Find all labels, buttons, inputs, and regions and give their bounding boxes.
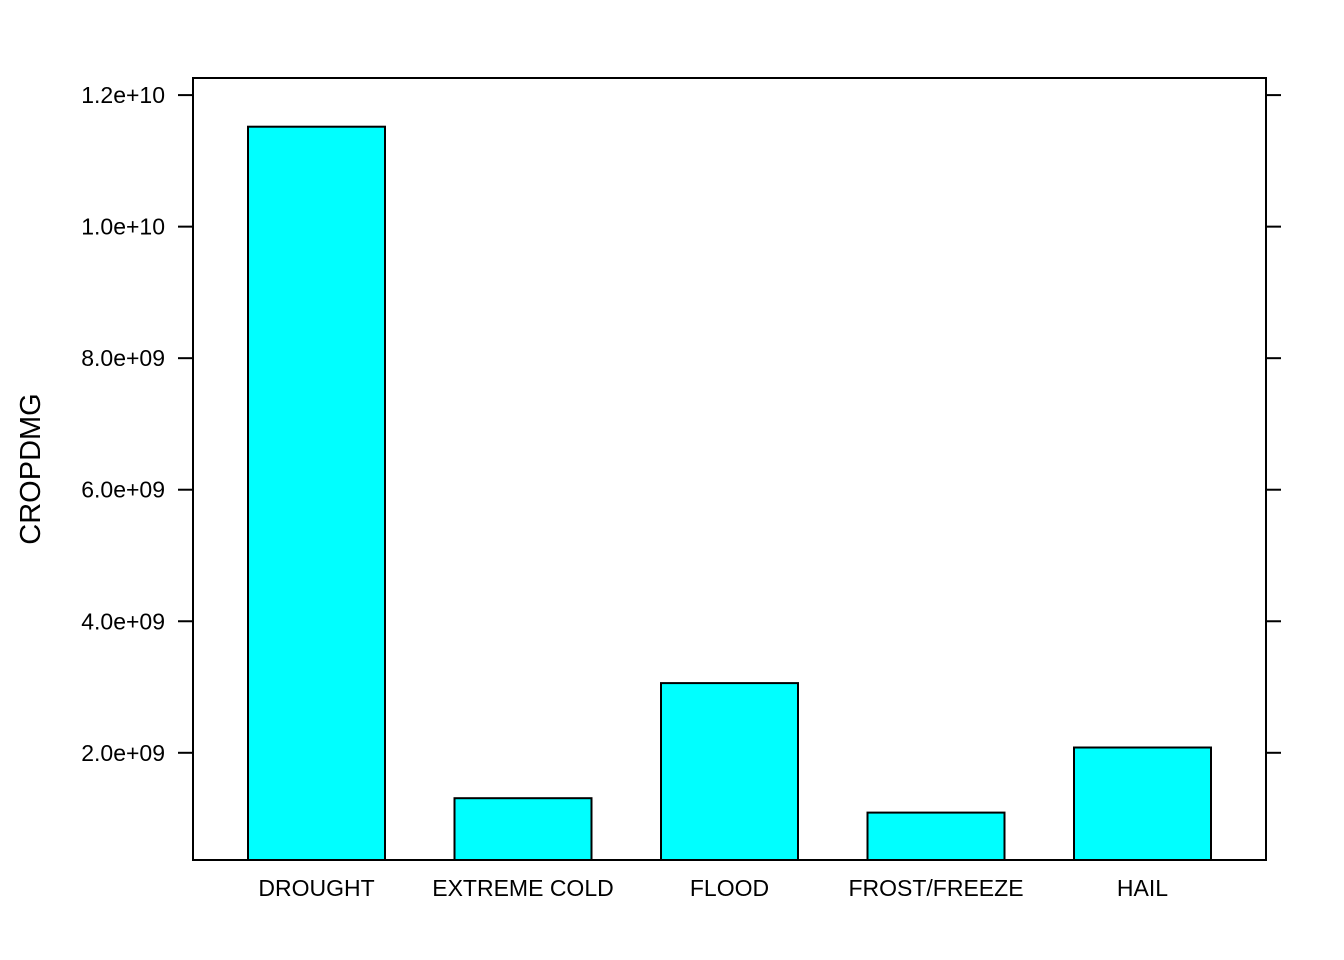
y-tick-label: 6.0e+09 xyxy=(81,477,165,503)
bars-group xyxy=(247,125,1212,862)
plot-frame xyxy=(192,77,1267,861)
bar-hail xyxy=(1073,746,1212,861)
bar-extreme-cold xyxy=(453,797,593,862)
bar-drought xyxy=(247,125,386,861)
bar-flood xyxy=(660,682,799,861)
bar-frost-freeze xyxy=(866,811,1006,861)
x-tick-label: FLOOD xyxy=(690,875,769,901)
y-tick-label: 1.0e+10 xyxy=(81,214,165,240)
y-tick-label: 1.2e+10 xyxy=(81,82,165,108)
x-axis: DROUGHT EXTREME COLD FLOOD FROST/FREEZE HAIL xyxy=(258,875,1168,901)
y-axis-title: CROPDMG xyxy=(15,393,47,544)
x-tick-label: DROUGHT xyxy=(258,875,374,901)
x-tick-label: FROST/FREEZE xyxy=(848,875,1023,901)
x-tick-label: EXTREME COLD xyxy=(432,875,613,901)
y-tick-label: 2.0e+09 xyxy=(81,740,165,766)
x-tick-label: HAIL xyxy=(1117,875,1168,901)
y-tick-label: 8.0e+09 xyxy=(81,345,165,371)
y-axis: 2.0e+09 4.0e+09 6.0e+09 8.0e+09 1.0e+10 1.2e+… xyxy=(81,82,1281,766)
y-tick-label: 4.0e+09 xyxy=(81,608,165,634)
